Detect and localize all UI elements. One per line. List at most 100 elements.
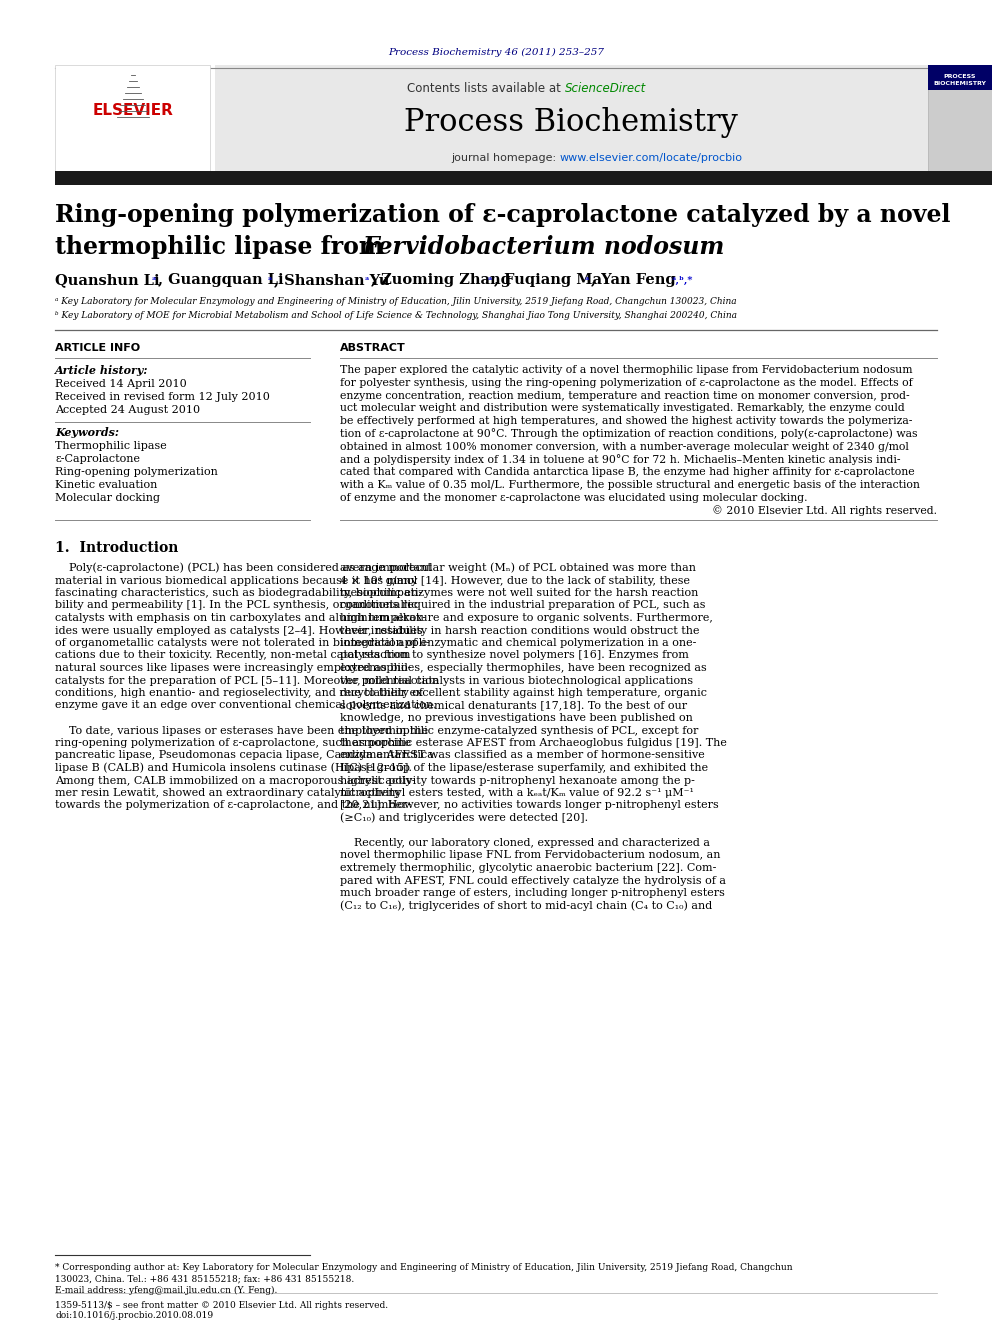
Text: © 2010 Elsevier Ltd. All rights reserved.: © 2010 Elsevier Ltd. All rights reserved…: [712, 505, 937, 516]
Text: ᵃ,ᵇ,*: ᵃ,ᵇ,*: [672, 275, 693, 284]
Text: lipase group of the lipase/esterase superfamily, and exhibited the: lipase group of the lipase/esterase supe…: [340, 763, 708, 773]
Text: Process Biochemistry: Process Biochemistry: [404, 106, 738, 138]
Text: , Fuqiang Ma: , Fuqiang Ma: [494, 273, 602, 287]
Text: , Shanshan Yu: , Shanshan Yu: [274, 273, 390, 287]
Text: the potential catalysts in various biotechnological applications: the potential catalysts in various biote…: [340, 676, 693, 685]
Text: highest activity towards p-nitrophenyl hexanoate among the p-: highest activity towards p-nitrophenyl h…: [340, 775, 694, 786]
Text: towards the polymerization of ε-caprolactone, and the number-: towards the polymerization of ε-caprolac…: [55, 800, 412, 811]
FancyBboxPatch shape: [928, 65, 992, 90]
Text: ring-opening polymerization of ε-caprolactone, such as porcine: ring-opening polymerization of ε-caprola…: [55, 738, 411, 747]
Text: doi:10.1016/j.procbio.2010.08.019: doi:10.1016/j.procbio.2010.08.019: [55, 1311, 213, 1320]
Text: To date, various lipases or esterases have been employed in the: To date, various lipases or esterases ha…: [55, 725, 429, 736]
Text: extremophiles, especially thermophiles, have been recognized as: extremophiles, especially thermophiles, …: [340, 663, 706, 673]
Text: Keywords:: Keywords:: [55, 427, 119, 438]
Text: high temperature and exposure to organic solvents. Furthermore,: high temperature and exposure to organic…: [340, 613, 713, 623]
Text: ELSEVIER: ELSEVIER: [92, 103, 174, 118]
Text: with a Kₘ value of 0.35 mol/L. Furthermore, the possible structural and energeti: with a Kₘ value of 0.35 mol/L. Furthermo…: [340, 480, 920, 491]
Text: conditions, high enantio- and regioselectivity, and recyclability of: conditions, high enantio- and regioselec…: [55, 688, 423, 699]
Text: of enzyme and the monomer ε-caprolactone was elucidated using molecular docking.: of enzyme and the monomer ε-caprolactone…: [340, 493, 807, 503]
Text: be effectively performed at high temperatures, and showed the highest activity t: be effectively performed at high tempera…: [340, 417, 913, 426]
Text: Among them, CALB immobilized on a macroporous acrylic poly-: Among them, CALB immobilized on a macrop…: [55, 775, 416, 786]
Text: Received in revised form 12 July 2010: Received in revised form 12 July 2010: [55, 392, 270, 402]
Text: and a polydispersity index of 1.34 in toluene at 90°C for 72 h. Michaelis–Menten: and a polydispersity index of 1.34 in to…: [340, 454, 901, 466]
Text: knowledge, no previous investigations have been published on: knowledge, no previous investigations ha…: [340, 713, 692, 722]
FancyBboxPatch shape: [55, 65, 210, 172]
Text: Process Biochemistry 46 (2011) 253–257: Process Biochemistry 46 (2011) 253–257: [388, 48, 604, 57]
Text: pancreatic lipase, Pseudomonas cepacia lipase, Candida antarctica: pancreatic lipase, Pseudomonas cepacia l…: [55, 750, 434, 761]
Text: pared with AFEST, FNL could effectively catalyze the hydrolysis of a: pared with AFEST, FNL could effectively …: [340, 876, 726, 885]
Text: much broader range of esters, including longer p-nitrophenyl esters: much broader range of esters, including …: [340, 888, 725, 898]
Text: conditions required in the industrial preparation of PCL, such as: conditions required in the industrial pr…: [340, 601, 705, 610]
Text: enzyme AFEST was classified as a member of hormone-sensitive: enzyme AFEST was classified as a member …: [340, 750, 704, 761]
Text: due to their excellent stability against high temperature, organic: due to their excellent stability against…: [340, 688, 707, 699]
Text: tion of ε-caprolactone at 90°C. Through the optimization of reaction conditions,: tion of ε-caprolactone at 90°C. Through …: [340, 429, 918, 439]
FancyBboxPatch shape: [55, 171, 992, 185]
Text: thermophilic esterase AFEST from Archaeoglobus fulgidus [19]. The: thermophilic esterase AFEST from Archaeo…: [340, 738, 727, 747]
Text: ides were usually employed as catalysts [2–4]. However, residues: ides were usually employed as catalysts …: [55, 626, 423, 635]
FancyBboxPatch shape: [215, 65, 928, 172]
Text: Recently, our laboratory cloned, expressed and characterized a: Recently, our laboratory cloned, express…: [340, 837, 710, 848]
Text: Accepted 24 August 2010: Accepted 24 August 2010: [55, 405, 200, 415]
Text: journal homepage:: journal homepage:: [451, 153, 560, 163]
Text: www.elsevier.com/locate/procbio: www.elsevier.com/locate/procbio: [560, 153, 743, 163]
Text: natural sources like lipases were increasingly employed as bio-: natural sources like lipases were increa…: [55, 663, 412, 673]
Text: enzyme concentration, reaction medium, temperature and reaction time on monomer : enzyme concentration, reaction medium, t…: [340, 390, 910, 401]
Text: Contents lists available at: Contents lists available at: [408, 82, 565, 94]
Text: The paper explored the catalytic activity of a novel thermophilic lipase from Fe: The paper explored the catalytic activit…: [340, 365, 913, 374]
Text: ᵃ: ᵃ: [585, 275, 589, 284]
Text: E-mail address: yfeng@mail.jlu.edu.cn (Y. Feng).: E-mail address: yfeng@mail.jlu.edu.cn (Y…: [55, 1286, 278, 1295]
Text: uct molecular weight and distribution were systematically investigated. Remarkab: uct molecular weight and distribution we…: [340, 404, 905, 413]
Text: ᵃ: ᵃ: [268, 275, 273, 284]
Text: fascinating characteristics, such as biodegradability, biocompati-: fascinating characteristics, such as bio…: [55, 587, 423, 598]
Text: solvents and chemical denaturants [17,18]. To the best of our: solvents and chemical denaturants [17,18…: [340, 700, 687, 710]
Text: , Yan Feng: , Yan Feng: [591, 273, 676, 287]
Text: (≥C₁₀) and triglycerides were detected [20].: (≥C₁₀) and triglycerides were detected […: [340, 812, 588, 823]
Text: the thermophilic enzyme-catalyzed synthesis of PCL, except for: the thermophilic enzyme-catalyzed synthe…: [340, 725, 698, 736]
Text: catalysts with emphasis on tin carboxylates and aluminium alkox-: catalysts with emphasis on tin carboxyla…: [55, 613, 426, 623]
Text: Kinetic evaluation: Kinetic evaluation: [55, 480, 158, 490]
Text: , Guangquan Li: , Guangquan Li: [158, 273, 284, 287]
Text: ᵇ Key Laboratory of MOE for Microbial Metabolism and School of Life Science & Te: ᵇ Key Laboratory of MOE for Microbial Me…: [55, 311, 737, 319]
Text: Molecular docking: Molecular docking: [55, 493, 160, 503]
Text: 4 × 10⁴ g/mol [14]. However, due to the lack of stability, these: 4 × 10⁴ g/mol [14]. However, due to the …: [340, 576, 690, 586]
Text: ᵃ: ᵃ: [488, 275, 492, 284]
Text: PROCESS
BIOCHEMISTRY: PROCESS BIOCHEMISTRY: [933, 74, 986, 86]
Text: Thermophilic lipase: Thermophilic lipase: [55, 441, 167, 451]
Text: Quanshun Li: Quanshun Li: [55, 273, 160, 287]
Text: of organometallic catalysts were not tolerated in biomedical appli-: of organometallic catalysts were not tol…: [55, 638, 430, 648]
Text: thermophilic lipase from: thermophilic lipase from: [55, 235, 392, 259]
Text: 1.  Introduction: 1. Introduction: [55, 541, 179, 556]
Text: obtained in almost 100% monomer conversion, with a number-average molecular weig: obtained in almost 100% monomer conversi…: [340, 442, 909, 451]
Text: their instability in harsh reaction conditions would obstruct the: their instability in harsh reaction cond…: [340, 626, 699, 635]
Text: ScienceDirect: ScienceDirect: [565, 82, 646, 94]
Text: 1359-5113/$ – see front matter © 2010 Elsevier Ltd. All rights reserved.: 1359-5113/$ – see front matter © 2010 El…: [55, 1301, 388, 1310]
Text: ε-Caprolactone: ε-Caprolactone: [55, 454, 140, 464]
Text: enzyme gave it an edge over conventional chemical polymerization.: enzyme gave it an edge over conventional…: [55, 700, 436, 710]
Text: Ring-opening polymerization: Ring-opening polymerization: [55, 467, 218, 478]
Text: [20,21]. However, no activities towards longer p-nitrophenyl esters: [20,21]. However, no activities towards …: [340, 800, 719, 811]
Text: , Zuoming Zhang: , Zuoming Zhang: [371, 273, 511, 287]
Text: Article history:: Article history:: [55, 365, 149, 376]
Text: cations due to their toxicity. Recently, non-metal catalysts from: cations due to their toxicity. Recently,…: [55, 651, 411, 660]
Text: mer resin Lewatit, showed an extraordinary catalytic activity: mer resin Lewatit, showed an extraordina…: [55, 789, 400, 798]
Text: Received 14 April 2010: Received 14 April 2010: [55, 378, 186, 389]
Text: bility and permeability [1]. In the PCL synthesis, organometallic: bility and permeability [1]. In the PCL …: [55, 601, 418, 610]
Text: extremely thermophilic, glycolytic anaerobic bacterium [22]. Com-: extremely thermophilic, glycolytic anaer…: [340, 863, 716, 873]
Text: * Corresponding author at: Key Laboratory for Molecular Enzymology and Engineeri: * Corresponding author at: Key Laborator…: [55, 1263, 793, 1273]
Text: lipase B (CALB) and Humicola insolens cutinase (HIC) [12–15].: lipase B (CALB) and Humicola insolens cu…: [55, 763, 412, 773]
Text: ᵃ: ᵃ: [152, 275, 157, 284]
Text: for polyester synthesis, using the ring-opening polymerization of ε-caprolactone: for polyester synthesis, using the ring-…: [340, 378, 913, 388]
Text: ᵃ: ᵃ: [365, 275, 369, 284]
Text: mesophilic enzymes were not well suited for the harsh reaction: mesophilic enzymes were not well suited …: [340, 587, 698, 598]
Text: Ring-opening polymerization of ε-caprolactone catalyzed by a novel: Ring-opening polymerization of ε-caprola…: [55, 202, 950, 228]
Text: integration of enzymatic and chemical polymerization in a one-: integration of enzymatic and chemical po…: [340, 638, 696, 648]
Text: Fervidobacterium nodosum: Fervidobacterium nodosum: [363, 235, 725, 259]
Text: (C₁₂ to C₁₆), triglycerides of short to mid-acyl chain (C₄ to C₁₀) and: (C₁₂ to C₁₆), triglycerides of short to …: [340, 900, 712, 910]
Text: ARTICLE INFO: ARTICLE INFO: [55, 343, 140, 353]
Text: nitrophenyl esters tested, with a kₑₐt/Kₘ value of 92.2 s⁻¹ μM⁻¹: nitrophenyl esters tested, with a kₑₐt/K…: [340, 789, 693, 798]
Text: Poly(ε-caprolactone) (PCL) has been considered as an important: Poly(ε-caprolactone) (PCL) has been cons…: [55, 562, 432, 573]
Text: average molecular weight (Mₙ) of PCL obtained was more than: average molecular weight (Mₙ) of PCL obt…: [340, 562, 696, 573]
FancyBboxPatch shape: [928, 65, 992, 172]
Text: catalysts for the preparation of PCL [5–11]. Moreover, mild reaction: catalysts for the preparation of PCL [5–…: [55, 676, 439, 685]
Text: cated that compared with Candida antarctica lipase B, the enzyme had higher affi: cated that compared with Candida antarct…: [340, 467, 915, 478]
